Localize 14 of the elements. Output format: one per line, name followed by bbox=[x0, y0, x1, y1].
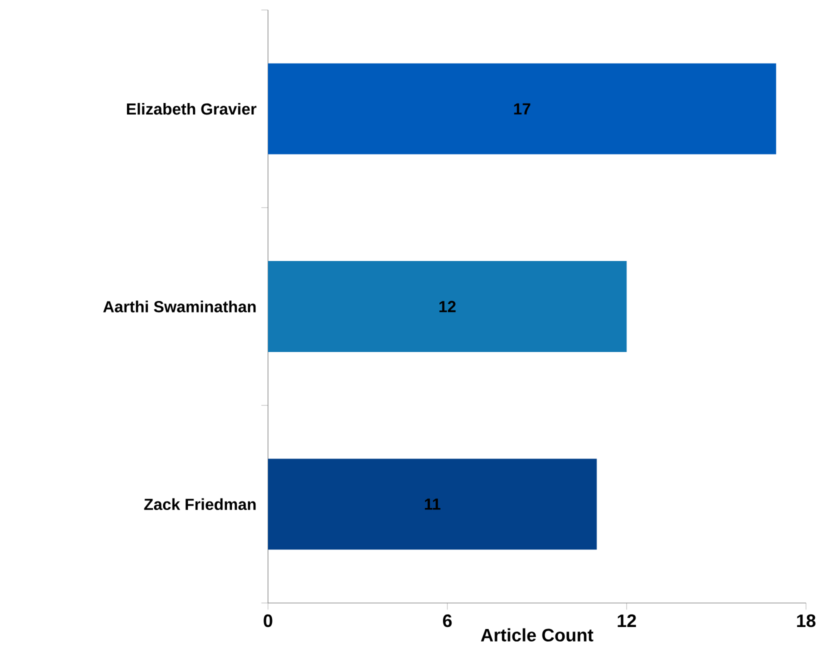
bar bbox=[268, 458, 597, 550]
y-tick-label: Zack Friedman bbox=[144, 498, 256, 510]
x-axis-title: Article Count bbox=[480, 628, 594, 642]
x-tick-label: 18 bbox=[797, 614, 816, 628]
y-tick-label: Elizabeth Gravier bbox=[126, 102, 256, 115]
bar bbox=[268, 63, 776, 154]
x-tick-label: 6 bbox=[443, 614, 452, 628]
data-label: 11 bbox=[424, 498, 440, 510]
data-label: 17 bbox=[514, 103, 530, 114]
data-label: 12 bbox=[439, 300, 456, 312]
x-tick-label: 12 bbox=[618, 614, 636, 627]
bar bbox=[268, 261, 627, 352]
x-tick-label: 0 bbox=[264, 614, 272, 628]
y-tick-label: Aarthi Swaminathan bbox=[103, 300, 256, 312]
